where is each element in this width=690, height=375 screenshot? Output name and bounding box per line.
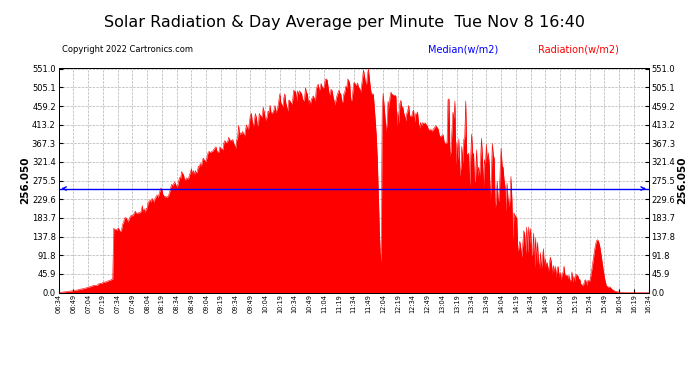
Y-axis label: 256.050: 256.050 xyxy=(21,156,30,204)
Y-axis label: 256.050: 256.050 xyxy=(677,156,687,204)
Text: Copyright 2022 Cartronics.com: Copyright 2022 Cartronics.com xyxy=(62,45,193,54)
Text: Median(w/m2): Median(w/m2) xyxy=(428,45,498,55)
Text: Radiation(w/m2): Radiation(w/m2) xyxy=(538,45,619,55)
Text: Solar Radiation & Day Average per Minute  Tue Nov 8 16:40: Solar Radiation & Day Average per Minute… xyxy=(104,15,586,30)
